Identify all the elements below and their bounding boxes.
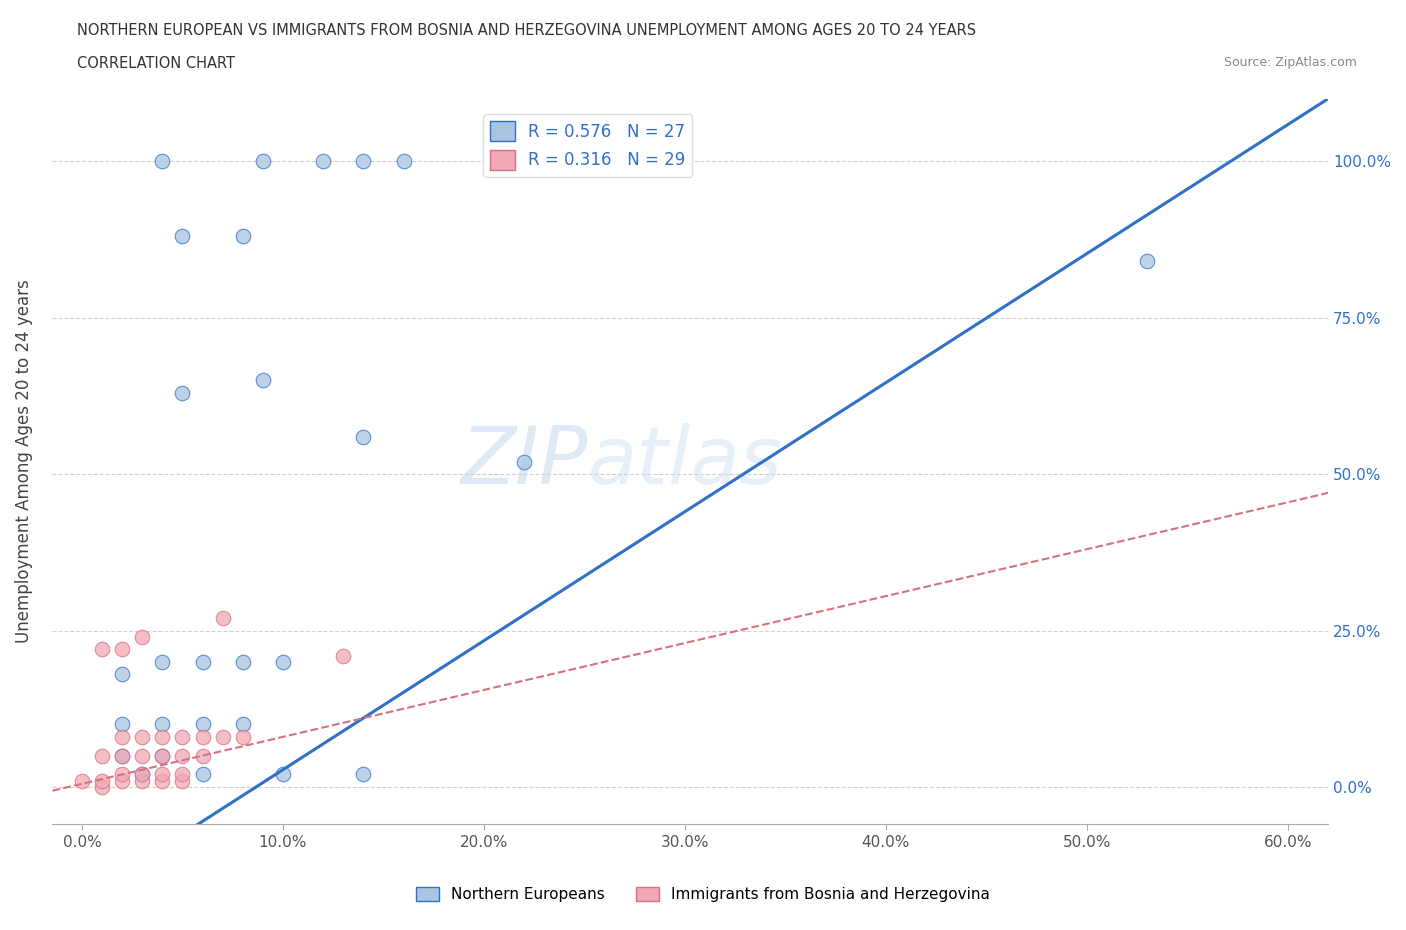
Point [131,630,153,644]
Point [191,749,214,764]
Point [232,229,254,244]
Point [352,767,374,782]
Point [150,729,173,744]
Point [150,749,173,764]
Point [111,667,134,682]
Point [111,767,134,782]
Point [172,749,194,764]
Point [172,767,194,782]
Point [150,773,173,788]
Point [111,729,134,744]
Point [91,779,114,794]
Point [211,729,233,744]
Point [91,642,114,657]
Point [191,767,214,782]
Point [312,153,335,168]
Point [172,773,194,788]
Point [91,749,114,764]
Legend: R = 0.576   N = 27, R = 0.316   N = 29: R = 0.576 N = 27, R = 0.316 N = 29 [484,114,692,177]
Point [91,773,114,788]
Point [111,749,134,764]
Point [111,642,134,657]
Point [172,729,194,744]
Point [172,385,194,400]
Point [150,749,173,764]
Point [131,767,153,782]
Text: CORRELATION CHART: CORRELATION CHART [77,56,235,71]
Point [131,767,153,782]
Point [252,373,274,388]
Point [111,749,134,764]
Y-axis label: Unemployment Among Ages 20 to 24 years: Unemployment Among Ages 20 to 24 years [15,280,32,644]
Point [392,153,415,168]
Point [352,153,374,168]
Point [131,729,153,744]
Point [70,773,93,788]
Point [332,648,354,663]
Text: atlas: atlas [588,422,783,500]
Point [352,429,374,444]
Point [1136,254,1159,269]
Point [232,655,254,670]
Point [271,767,294,782]
Point [513,454,536,469]
Point [191,717,214,732]
Text: NORTHERN EUROPEAN VS IMMIGRANTS FROM BOSNIA AND HERZEGOVINA UNEMPLOYMENT AMONG A: NORTHERN EUROPEAN VS IMMIGRANTS FROM BOS… [77,23,976,38]
Point [271,655,294,670]
Point [191,729,214,744]
Text: Source: ZipAtlas.com: Source: ZipAtlas.com [1223,56,1357,69]
Point [150,717,173,732]
Point [111,717,134,732]
Point [252,153,274,168]
Point [131,749,153,764]
Point [232,729,254,744]
Point [172,229,194,244]
Point [111,773,134,788]
Point [232,717,254,732]
Legend: Northern Europeans, Immigrants from Bosnia and Herzegovina: Northern Europeans, Immigrants from Bosn… [411,881,995,909]
Point [150,767,173,782]
Point [211,611,233,626]
Point [150,153,173,168]
Point [150,655,173,670]
Text: ZIP: ZIP [460,422,588,500]
Point [131,773,153,788]
Point [191,655,214,670]
